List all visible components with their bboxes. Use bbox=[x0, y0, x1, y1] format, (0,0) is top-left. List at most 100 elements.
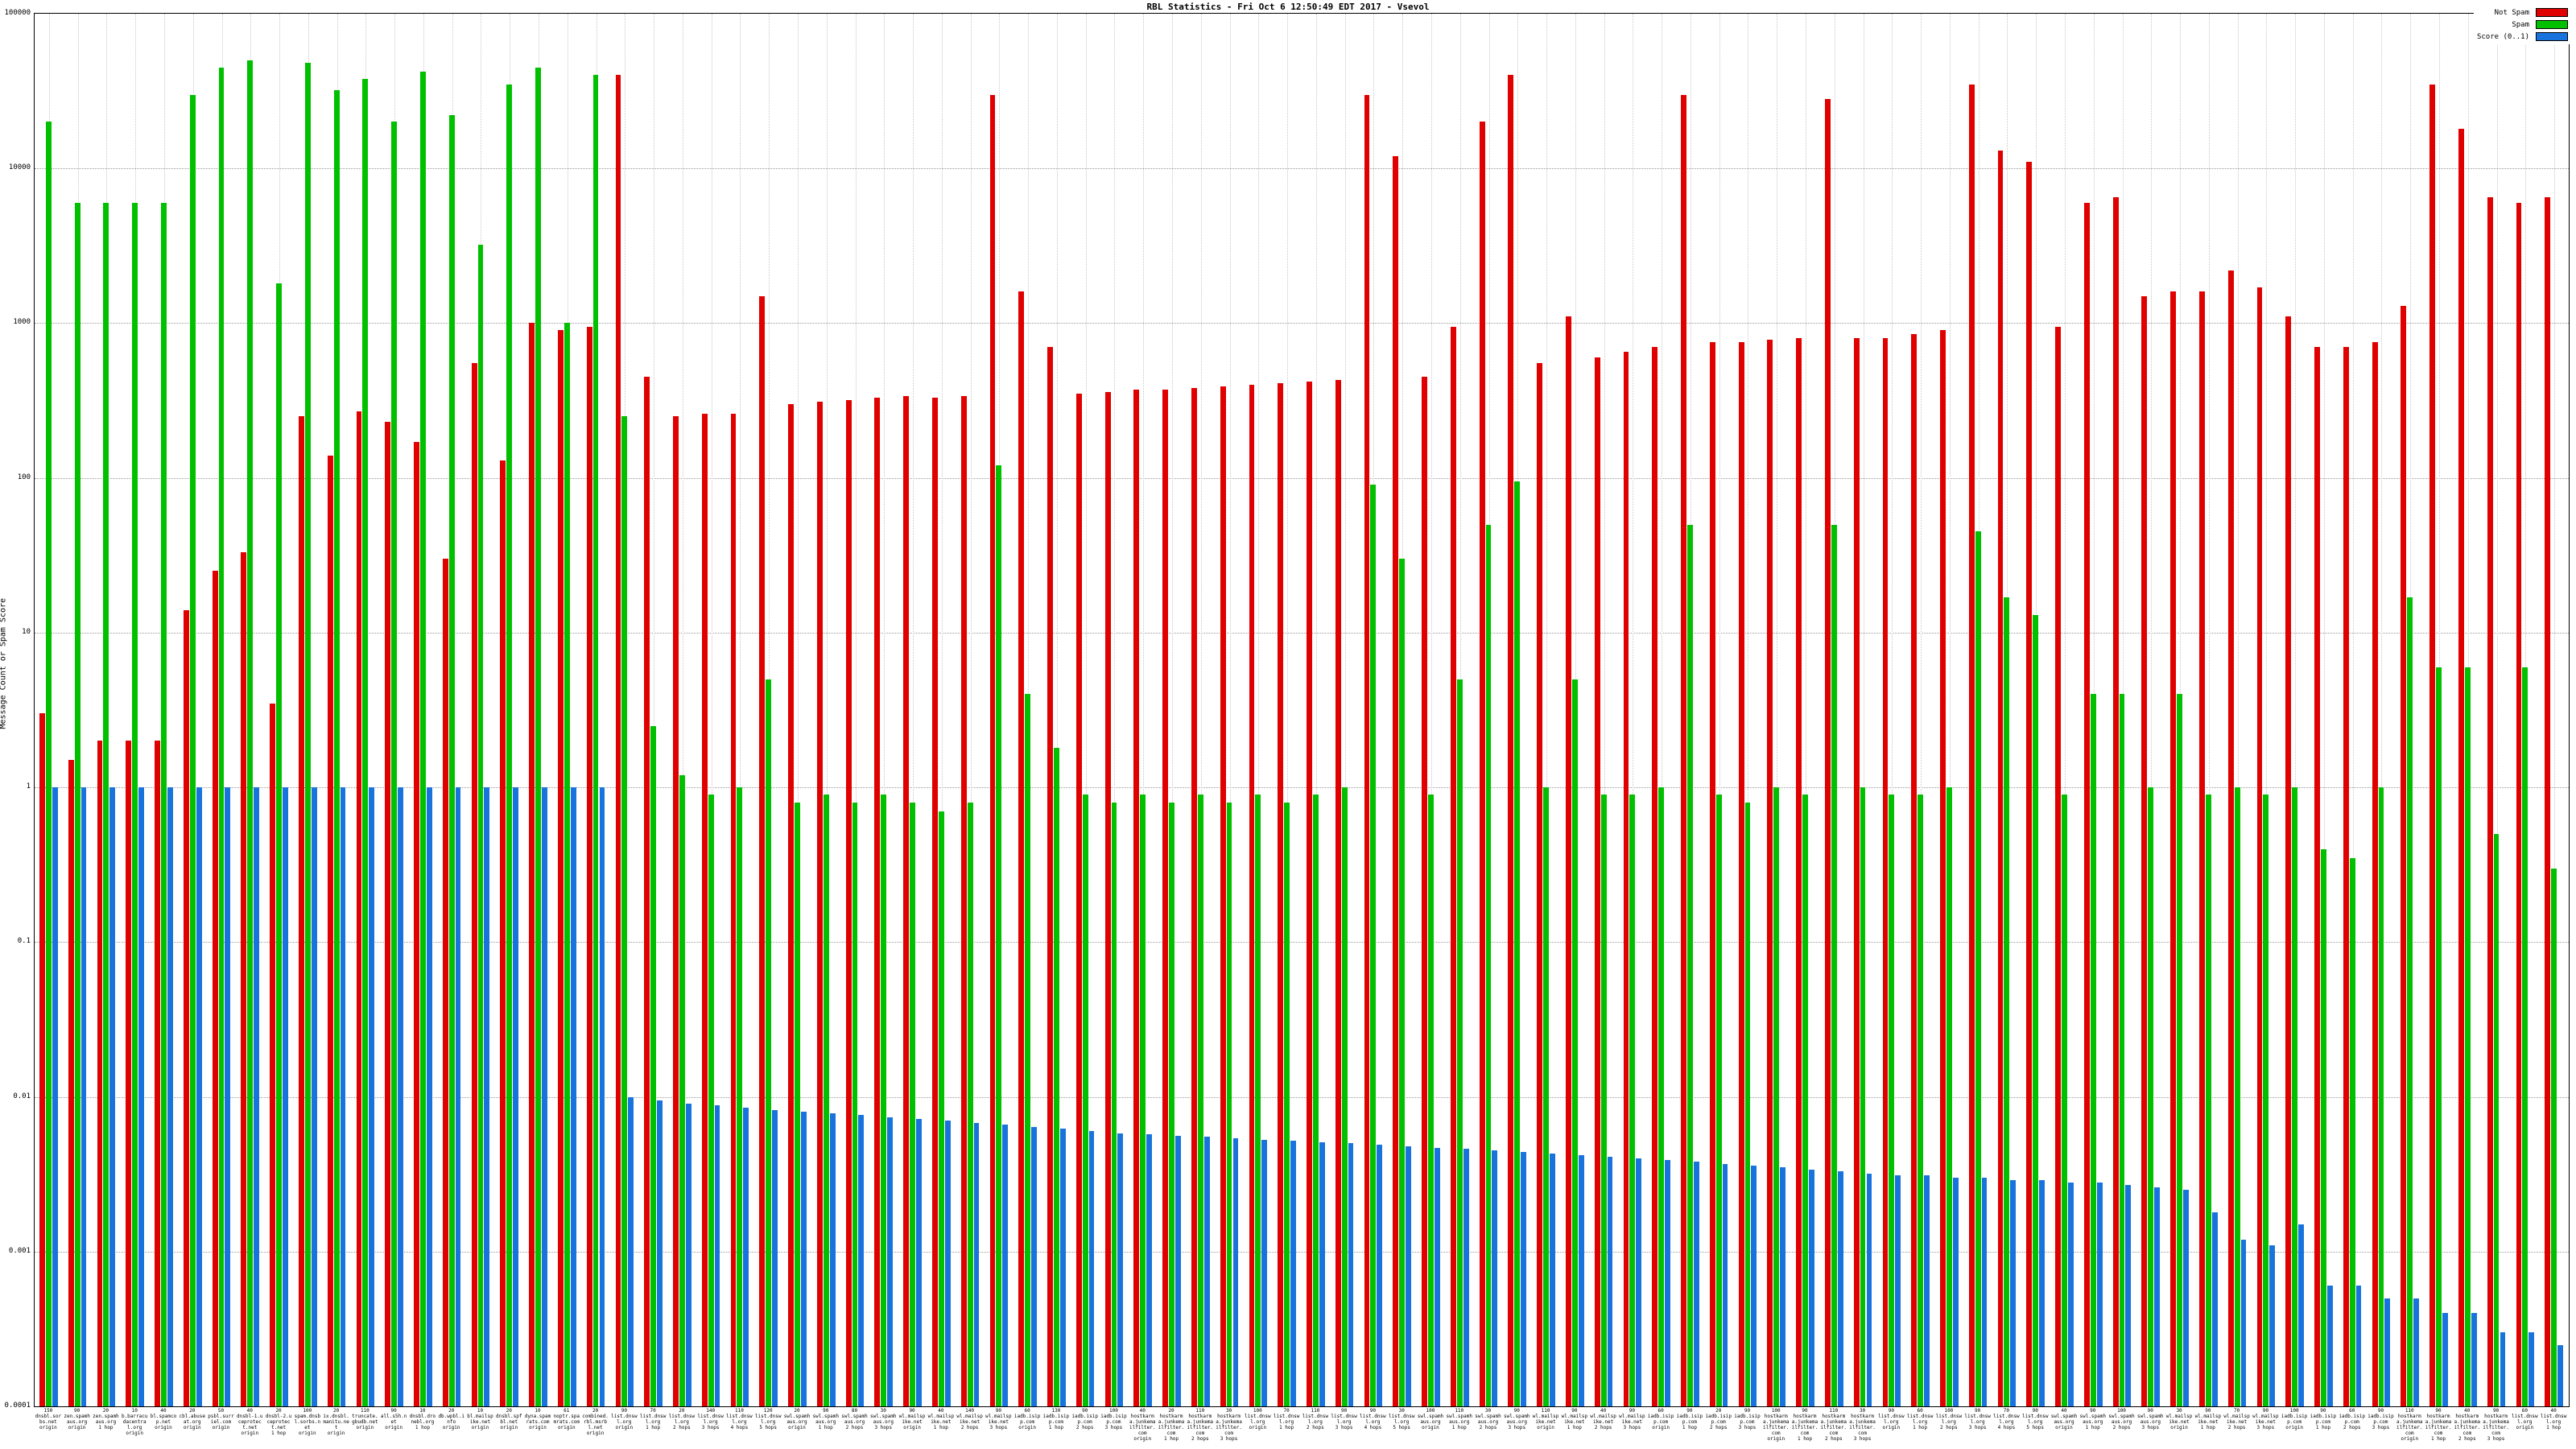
x-tick-label: 110 wl.mailspike.net origin bbox=[1532, 1408, 1559, 1430]
bar-not-spam bbox=[39, 713, 45, 1406]
x-tick-label: 10 bl.mailspike.net origin bbox=[467, 1408, 493, 1430]
gridline-vertical bbox=[2323, 14, 2325, 1406]
bar-score-0-1 bbox=[138, 787, 144, 1406]
gridline-vertical bbox=[1258, 14, 1260, 1406]
bar-score-0-1 bbox=[858, 1115, 865, 1406]
bar-score-0-1 bbox=[2010, 1179, 2017, 1406]
bar-not-spam bbox=[2401, 305, 2407, 1406]
legend-swatch-not-spam bbox=[2536, 8, 2568, 17]
x-tick-label: 100 list.dnswl.org origin bbox=[1245, 1408, 1271, 1430]
x-tick-label: 150 dnsbl.sorbs.net origin bbox=[35, 1408, 62, 1430]
y-tick-label: 0.0001 bbox=[4, 1402, 31, 1410]
bar-not-spam bbox=[97, 741, 103, 1406]
bar-score-0-1 bbox=[80, 787, 87, 1406]
bar-score-0-1 bbox=[2039, 1179, 2045, 1406]
x-tick-label: 90 wl.mailspike.net 3 hops bbox=[2252, 1408, 2279, 1430]
bar-not-spam bbox=[1594, 357, 1600, 1406]
bar-spam bbox=[1802, 794, 1808, 1406]
x-tick-label: 90 swl.spamhaus.org 1 hop bbox=[2079, 1408, 2106, 1430]
bar-spam bbox=[2004, 597, 2010, 1406]
x-tick-label: 20 cbl.abuseat.org origin bbox=[179, 1408, 205, 1430]
bar-not-spam bbox=[1075, 394, 1082, 1406]
bar-score-0-1 bbox=[1693, 1162, 1699, 1406]
plot-area bbox=[34, 13, 2570, 1407]
gridline-vertical bbox=[855, 14, 857, 1406]
bar-not-spam bbox=[989, 94, 996, 1406]
bar-score-0-1 bbox=[2442, 1313, 2448, 1406]
x-tick-label: 90 swl.spamhaus.org 3 hops bbox=[1504, 1408, 1530, 1430]
gridline-horizontal bbox=[35, 323, 2569, 324]
bar-not-spam bbox=[1162, 390, 1169, 1406]
bar-spam bbox=[304, 63, 311, 1406]
x-tick-label: 40 swl.spamhaus.org origin bbox=[2050, 1408, 2078, 1430]
bar-not-spam bbox=[816, 402, 823, 1406]
bar-not-spam bbox=[1220, 386, 1226, 1406]
x-tick-label: 90 list.dnswl.org origin bbox=[611, 1408, 638, 1430]
bar-spam bbox=[362, 78, 369, 1406]
bar-score-0-1 bbox=[2269, 1245, 2276, 1406]
bar-score-0-1 bbox=[311, 787, 317, 1406]
x-tick-label: 90 iadb.isipp.com 2 hops bbox=[1071, 1408, 1098, 1430]
x-tick-label: 100 iadb.isipp.com origin bbox=[2281, 1408, 2308, 1430]
x-tick-label: 100 hostkarma.junkemailfilter.com origin bbox=[1762, 1408, 1790, 1442]
bar-not-spam bbox=[1652, 347, 1658, 1406]
bar-spam bbox=[2148, 787, 2154, 1406]
bar-not-spam bbox=[356, 411, 362, 1406]
bar-not-spam bbox=[299, 416, 304, 1406]
x-tick-label: 90 list.dnswl.org 3 hops bbox=[1964, 1408, 1991, 1430]
bar-spam bbox=[1715, 794, 1722, 1406]
gridline-vertical bbox=[2496, 14, 2498, 1406]
x-tick-label: 30 wl.mailspike.net origin bbox=[2165, 1408, 2193, 1430]
x-tick-label: 90 zen.spamhaus.org origin bbox=[64, 1408, 90, 1430]
bar-not-spam bbox=[2227, 270, 2234, 1406]
bar-spam bbox=[564, 323, 570, 1406]
bar-score-0-1 bbox=[369, 787, 375, 1406]
bar-not-spam bbox=[2141, 295, 2148, 1406]
bar-spam bbox=[2119, 694, 2125, 1406]
bar-spam bbox=[276, 283, 282, 1406]
bar-not-spam bbox=[1307, 381, 1312, 1406]
bar-not-spam bbox=[2083, 202, 2090, 1406]
bar-score-0-1 bbox=[1895, 1175, 1901, 1406]
bar-spam bbox=[1514, 481, 1521, 1406]
x-tick-label: 90 list.dnswl.org 3 hops bbox=[1331, 1408, 1357, 1430]
x-tick-label: 40 hostkarma.junkemailfilter.com 2 hops bbox=[2454, 1408, 2481, 1442]
bar-score-0-1 bbox=[1117, 1133, 1124, 1406]
bar-score-0-1 bbox=[2355, 1286, 2362, 1406]
bar-score-0-1 bbox=[2500, 1332, 2506, 1406]
bar-not-spam bbox=[1824, 99, 1831, 1406]
x-tick-label: 130 iadb.isipp.com 1 hop bbox=[1042, 1408, 1070, 1430]
x-tick-label: 10 dyna.spamrats.com origin bbox=[524, 1408, 551, 1430]
bar-not-spam bbox=[1393, 156, 1399, 1406]
bar-score-0-1 bbox=[2529, 1332, 2535, 1406]
bar-score-0-1 bbox=[570, 787, 576, 1406]
bar-score-0-1 bbox=[2471, 1313, 2477, 1406]
bar-not-spam bbox=[730, 413, 737, 1406]
bar-not-spam bbox=[874, 397, 881, 1406]
bar-spam bbox=[852, 802, 858, 1406]
bar-not-spam bbox=[1709, 342, 1715, 1406]
bar-spam bbox=[1399, 559, 1406, 1406]
y-axis-label: Message Count or Spam Score bbox=[0, 597, 8, 729]
bar-not-spam bbox=[1767, 340, 1773, 1406]
bar-spam bbox=[2464, 667, 2471, 1406]
bar-score-0-1 bbox=[1607, 1156, 1613, 1406]
x-tick-label: 30 list.dnswl.org 5 hops bbox=[1388, 1408, 1415, 1430]
bar-score-0-1 bbox=[887, 1117, 894, 1406]
bar-score-0-1 bbox=[167, 787, 173, 1406]
x-tick-label: 90 list.dnswl.org origin bbox=[1878, 1408, 1905, 1430]
bar-spam bbox=[737, 787, 743, 1406]
bar-spam bbox=[2090, 694, 2096, 1406]
bar-spam bbox=[2378, 787, 2384, 1406]
bar-spam bbox=[2263, 794, 2269, 1406]
x-tick-label: 90 list.dnswl.org 4 hops bbox=[1360, 1408, 1386, 1430]
bar-not-spam bbox=[932, 397, 938, 1406]
bar-spam bbox=[1485, 524, 1492, 1406]
bar-score-0-1 bbox=[1088, 1131, 1095, 1406]
bar-spam bbox=[1053, 748, 1059, 1406]
bar-score-0-1 bbox=[283, 787, 288, 1406]
bar-score-0-1 bbox=[426, 787, 432, 1406]
bar-spam bbox=[621, 416, 628, 1406]
x-tick-label: 60 list.dnswl.org origin bbox=[2512, 1408, 2538, 1430]
